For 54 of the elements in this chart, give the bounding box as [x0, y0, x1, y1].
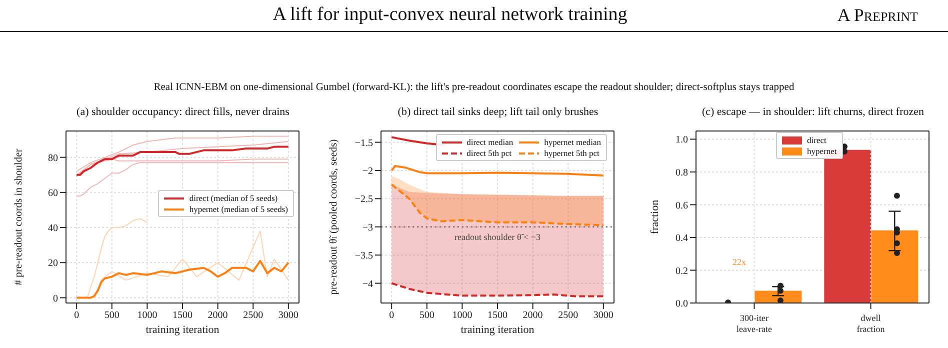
y-tick-label: −2 [362, 166, 373, 178]
x-tick-label: 3000 [593, 310, 614, 322]
y-axis-title: # pre-readout coords in shoulder [14, 148, 25, 286]
y-tick-label: 60 [48, 188, 58, 199]
x-axis-title: training iteration [460, 324, 535, 336]
x-tick-label: 0 [74, 310, 80, 322]
ref-line-label: readout shoulder θ̃ < −3 [454, 232, 541, 242]
x-tick-label: 500 [419, 310, 434, 322]
legend-label: direct (median of 5 seeds) [189, 193, 278, 203]
chart-title: (c) escape — in shoulder: lift churns, direct frozen [700, 106, 926, 120]
legend-label: hypernet median [544, 137, 601, 147]
x-tick-label: 1000 [452, 310, 472, 322]
y-tick-label: 0 [53, 293, 58, 304]
y-tick-label: −3.5 [354, 250, 373, 262]
text: A Preprint [837, 5, 918, 26]
x-tick-label: 2000 [208, 310, 228, 322]
y-tick-label: −2.5 [354, 194, 373, 206]
x-tick-label: 3000 [278, 310, 298, 322]
y-tick-label: 0.0 [676, 298, 688, 310]
x-tick-label: 2500 [558, 310, 578, 322]
x-tick-label: dwell fraction [856, 313, 886, 334]
y-tick-label: −4 [362, 278, 373, 290]
x-tick-label: 0 [389, 310, 394, 322]
legend-label: hypernet 5th pct [544, 148, 600, 158]
x-tick-label: 1500 [488, 310, 508, 322]
y-tick-label: 40 [48, 223, 58, 234]
legend-label: direct 5th pct [466, 148, 512, 158]
y-axis-title: fraction [648, 199, 661, 234]
y-tick-label: 0.8 [676, 168, 688, 178]
y-tick-label: 0.2 [676, 266, 688, 277]
y-tick-label: 80 [48, 152, 58, 164]
y-axis-title: pre-readout θ̃ₗ (pooled coords, seeds) [328, 138, 340, 295]
x-tick-label: 300-iter leave-rate [736, 313, 772, 334]
legend-label: direct [807, 135, 826, 145]
y-tick-label: 20 [48, 258, 58, 270]
text: A lift for input-convex neural network training [272, 4, 628, 25]
y-tick-label: 0.4 [676, 233, 688, 244]
y-tick-label: 0.6 [676, 200, 688, 212]
y-tick-label: 1.0 [676, 134, 688, 146]
legend-label: hypernet (median of 5 seeds) [189, 204, 288, 214]
annotation: 22x [732, 257, 746, 267]
y-tick-label: −1.5 [354, 138, 373, 149]
chart-title: (a) shoulder occupancy: direct fills, never drains [76, 106, 290, 120]
x-tick-label: 500 [104, 310, 120, 322]
legend-label: direct median [466, 137, 514, 147]
x-tick-label: 1500 [172, 310, 192, 322]
x-axis-title: training iteration [146, 324, 220, 336]
x-tick-label: 2500 [243, 310, 264, 322]
legend-label: hypernet [807, 146, 837, 156]
y-tick-label: −3 [362, 222, 373, 234]
chart-title: (b) direct tail sinks deep; lift tail only brushes [396, 106, 600, 120]
x-tick-label: 2000 [522, 310, 543, 322]
text: Real ICNN-EBM on one-dimensional Gumbel (forward-KL): the lift's pre-readout coordinates escape the readout shoulder; direct-softplus stays trapped [152, 82, 796, 93]
x-tick-label: 1000 [137, 310, 158, 322]
